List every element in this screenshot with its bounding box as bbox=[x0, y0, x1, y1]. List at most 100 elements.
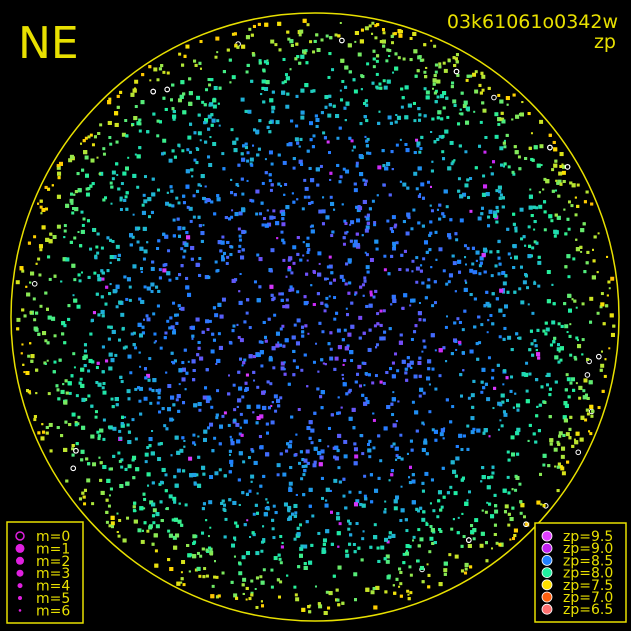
star-point bbox=[16, 317, 21, 322]
star-point bbox=[69, 240, 73, 244]
star-point bbox=[235, 596, 239, 600]
star-point bbox=[262, 320, 266, 324]
star-point bbox=[300, 368, 304, 372]
star-point bbox=[147, 197, 152, 202]
star-point bbox=[164, 263, 168, 267]
star-point bbox=[211, 118, 216, 123]
star-point bbox=[346, 344, 350, 348]
star-point bbox=[334, 356, 339, 361]
star-point bbox=[368, 151, 372, 155]
star-point bbox=[495, 205, 499, 209]
star-point bbox=[437, 499, 441, 503]
star-point bbox=[85, 457, 89, 461]
star-point bbox=[324, 363, 327, 366]
star-point bbox=[325, 590, 329, 594]
star-point bbox=[81, 223, 85, 227]
star-point bbox=[102, 152, 106, 156]
star-point bbox=[97, 437, 101, 441]
star-point bbox=[99, 478, 103, 482]
star-point bbox=[557, 322, 561, 326]
star-point bbox=[565, 432, 570, 437]
star-point bbox=[428, 383, 431, 386]
star-point bbox=[171, 204, 175, 208]
star-point bbox=[219, 314, 224, 319]
star-point bbox=[181, 560, 186, 565]
star-point bbox=[561, 163, 564, 166]
star-point bbox=[389, 121, 393, 125]
star-point bbox=[353, 239, 358, 244]
star-point bbox=[221, 235, 225, 239]
star-point bbox=[303, 458, 308, 463]
star-point bbox=[391, 215, 396, 220]
star-point bbox=[371, 81, 375, 85]
star-point bbox=[158, 276, 162, 280]
star-point bbox=[78, 497, 82, 501]
star-point bbox=[352, 243, 357, 248]
star-point bbox=[283, 361, 286, 364]
star-point bbox=[156, 304, 160, 308]
star-point bbox=[412, 535, 416, 539]
star-point bbox=[263, 60, 267, 64]
star-point bbox=[303, 353, 307, 357]
star-point bbox=[300, 88, 305, 93]
star-point bbox=[58, 161, 63, 166]
star-point bbox=[208, 83, 212, 87]
star-point bbox=[44, 362, 47, 365]
star-point bbox=[176, 394, 181, 399]
star-point bbox=[449, 420, 453, 424]
star-point bbox=[463, 287, 468, 292]
star-point bbox=[514, 392, 517, 395]
star-point bbox=[498, 196, 502, 200]
star-point bbox=[221, 255, 225, 259]
star-point bbox=[246, 151, 250, 155]
star-point bbox=[329, 347, 333, 351]
star-point bbox=[586, 396, 590, 400]
star-point bbox=[347, 332, 352, 337]
star-point bbox=[388, 55, 391, 58]
star-point bbox=[402, 57, 406, 61]
star-point bbox=[232, 324, 236, 328]
star-point bbox=[175, 276, 179, 280]
star-point bbox=[417, 544, 421, 548]
star-point bbox=[495, 189, 499, 193]
star-point bbox=[456, 317, 460, 321]
star-point bbox=[388, 479, 391, 482]
star-point bbox=[578, 396, 582, 400]
star-point bbox=[431, 541, 435, 545]
star-point bbox=[543, 228, 547, 232]
star-point bbox=[153, 67, 158, 72]
star-point bbox=[554, 380, 558, 384]
star-point bbox=[357, 364, 362, 369]
star-point bbox=[263, 217, 267, 221]
star-point bbox=[414, 324, 418, 328]
star-point bbox=[352, 542, 356, 546]
star-point bbox=[514, 229, 518, 233]
star-point bbox=[213, 85, 218, 90]
star-point bbox=[144, 460, 148, 464]
star-point bbox=[506, 475, 510, 479]
star-point bbox=[277, 553, 281, 557]
star-point bbox=[73, 236, 77, 240]
star-point bbox=[384, 508, 387, 511]
star-point bbox=[438, 374, 442, 378]
star-point bbox=[35, 392, 38, 395]
star-point bbox=[344, 346, 349, 351]
star-point bbox=[217, 594, 221, 598]
star-point bbox=[217, 332, 221, 336]
star-point bbox=[470, 430, 475, 435]
star-point bbox=[132, 505, 136, 509]
star-point bbox=[412, 539, 415, 542]
star-point bbox=[294, 137, 299, 142]
star-point bbox=[232, 383, 236, 387]
star-point bbox=[68, 391, 72, 395]
star-point bbox=[492, 407, 495, 410]
star-point bbox=[372, 412, 375, 415]
star-point bbox=[55, 384, 59, 388]
star-point bbox=[249, 157, 254, 162]
star-point bbox=[126, 423, 130, 427]
star-point bbox=[212, 142, 217, 147]
star-point bbox=[382, 79, 386, 83]
star-point bbox=[48, 277, 52, 281]
star-point bbox=[422, 510, 426, 514]
star-point bbox=[357, 546, 361, 550]
